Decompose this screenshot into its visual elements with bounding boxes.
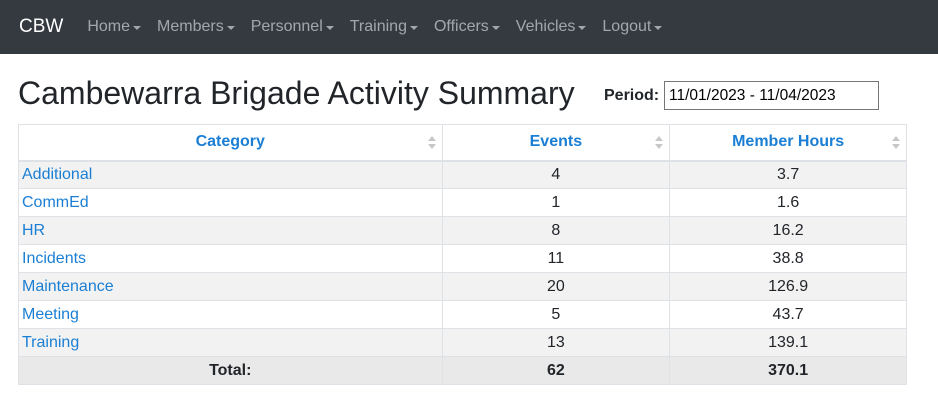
brand-link[interactable]: CBW xyxy=(19,16,64,37)
category-link[interactable]: HR xyxy=(22,221,46,239)
sort-icon xyxy=(655,136,664,150)
nav-home-label: Home xyxy=(87,18,131,35)
category-cell: Meeting xyxy=(18,300,443,329)
caret-down-icon xyxy=(325,26,334,30)
nav-home[interactable]: Home xyxy=(87,18,142,36)
events-cell: 20 xyxy=(441,272,671,301)
sort-icon xyxy=(892,136,900,150)
column-header-category[interactable]: Category xyxy=(18,124,443,162)
activity-summary-table: Category Events Member Hours Additional … xyxy=(18,124,907,385)
category-cell: Incidents xyxy=(18,244,443,273)
table-row: CommEd 1 1.6 xyxy=(18,188,907,217)
member-hours-cell: 16.2 xyxy=(669,216,907,245)
table-row: Maintenance 20 126.9 xyxy=(18,272,907,301)
table-row: HR 8 16.2 xyxy=(18,216,907,245)
table-row: Training 13 139.1 xyxy=(18,328,907,357)
nav-logout-label: Logout xyxy=(602,18,652,35)
caret-down-icon xyxy=(226,26,235,30)
total-row: Total: 62 370.1 xyxy=(18,356,907,385)
category-cell: Training xyxy=(18,328,443,357)
column-header-category-label: Category xyxy=(195,133,265,151)
table-row: Meeting 5 43.7 xyxy=(18,300,907,329)
nav-vehicles-label: Vehicles xyxy=(515,18,576,35)
nav-logout[interactable]: Logout xyxy=(602,18,663,36)
table-row: Additional 4 3.7 xyxy=(18,160,907,189)
category-cell: CommEd xyxy=(18,188,443,217)
total-member-hours: 370.1 xyxy=(669,356,907,385)
caret-down-icon xyxy=(578,26,587,30)
member-hours-cell: 3.7 xyxy=(669,160,907,189)
nav-vehicles[interactable]: Vehicles xyxy=(516,18,587,36)
category-cell: HR xyxy=(18,216,443,245)
category-link[interactable]: Additional xyxy=(22,165,93,183)
table-row: Incidents 11 38.8 xyxy=(18,244,907,273)
total-label: Total: xyxy=(18,356,443,385)
total-events: 62 xyxy=(441,356,671,385)
table-header-row: Category Events Member Hours xyxy=(18,124,907,162)
caret-down-icon xyxy=(133,26,142,30)
events-cell: 1 xyxy=(441,188,671,217)
nav-personnel-label: Personnel xyxy=(250,18,323,35)
period-label: Period: xyxy=(604,87,660,104)
member-hours-cell: 139.1 xyxy=(669,328,907,357)
events-cell: 8 xyxy=(441,216,671,245)
nav-members[interactable]: Members xyxy=(157,18,235,36)
nav-members-label: Members xyxy=(157,18,224,35)
member-hours-cell: 43.7 xyxy=(669,300,907,329)
period-input[interactable] xyxy=(664,81,879,110)
category-cell: Additional xyxy=(18,160,443,189)
category-link[interactable]: CommEd xyxy=(22,193,89,211)
nav-personnel[interactable]: Personnel xyxy=(251,18,334,36)
category-link[interactable]: Incidents xyxy=(22,249,87,267)
column-header-events-label: Events xyxy=(529,133,583,151)
caret-down-icon xyxy=(654,26,663,30)
navbar: CBW Home Members Personnel Training Offi… xyxy=(0,0,938,54)
caret-down-icon xyxy=(409,26,418,30)
caret-down-icon xyxy=(491,26,500,30)
category-link[interactable]: Meeting xyxy=(22,305,79,323)
column-header-member-hours-label: Member Hours xyxy=(732,133,845,151)
events-cell: 4 xyxy=(441,160,671,189)
events-cell: 5 xyxy=(441,300,671,329)
column-header-member-hours[interactable]: Member Hours xyxy=(669,124,907,162)
events-cell: 11 xyxy=(441,244,671,273)
member-hours-cell: 1.6 xyxy=(669,188,907,217)
category-link[interactable]: Training xyxy=(22,333,80,351)
sort-icon xyxy=(427,136,436,150)
nav-officers-label: Officers xyxy=(433,18,489,35)
category-link[interactable]: Maintenance xyxy=(22,277,114,295)
category-cell: Maintenance xyxy=(18,272,443,301)
column-header-events[interactable]: Events xyxy=(441,124,671,162)
page-title: Cambewarra Brigade Activity Summary xyxy=(18,75,575,111)
nav-training-label: Training xyxy=(349,18,407,35)
nav-officers[interactable]: Officers xyxy=(434,18,500,36)
member-hours-cell: 126.9 xyxy=(669,272,907,301)
member-hours-cell: 38.8 xyxy=(669,244,907,273)
nav-training[interactable]: Training xyxy=(350,18,418,36)
events-cell: 13 xyxy=(441,328,671,357)
